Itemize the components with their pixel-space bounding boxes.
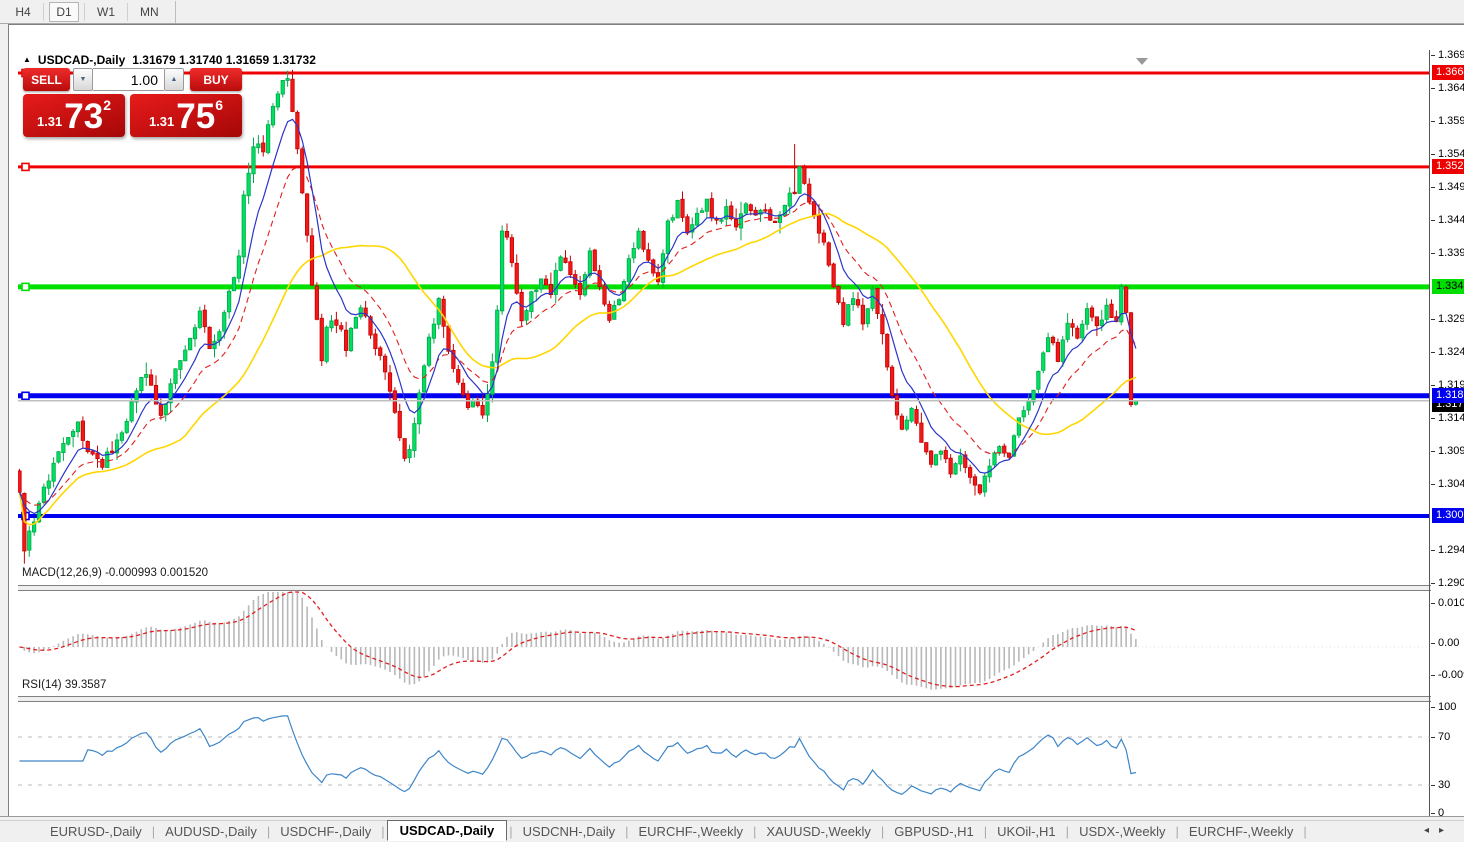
macd-scale-min: -0.009203 bbox=[1431, 668, 1464, 682]
ma-medium-line bbox=[19, 166, 1137, 506]
toolbar-separator bbox=[43, 2, 44, 21]
rsi-scale-70: 70 bbox=[1431, 730, 1450, 744]
tab-separator: | bbox=[151, 824, 156, 839]
macd-scale-zero: 0.00 bbox=[1431, 636, 1459, 650]
tab-separator: | bbox=[983, 824, 988, 839]
buy-button[interactable]: BUY bbox=[190, 68, 242, 91]
price-tick-label: 1.29000 bbox=[1431, 576, 1464, 590]
tab-separator: | bbox=[625, 824, 629, 839]
toolbar-separator bbox=[174, 0, 176, 23]
chart-tab-usdchf-daily[interactable]: USDCHF-,Daily bbox=[280, 824, 372, 839]
rsi-scale-0: 0 bbox=[1431, 806, 1444, 820]
toolbar-separator bbox=[84, 2, 85, 21]
macd-histogram bbox=[23, 592, 1137, 690]
tab-separator: | bbox=[266, 824, 271, 839]
tab-separator: | bbox=[1175, 824, 1179, 839]
timeframe-button-d1[interactable]: D1 bbox=[49, 1, 79, 22]
price-tick-label: 1.31470 bbox=[1431, 411, 1464, 425]
price-tick-label: 1.35930 bbox=[1431, 114, 1464, 128]
tab-separator: | bbox=[880, 824, 885, 839]
level-price-tag: 1.33439 bbox=[1432, 278, 1464, 294]
level-price-tag: 1.31806 bbox=[1432, 387, 1464, 403]
tab-separator: | bbox=[1303, 824, 1307, 839]
chart-title: ▲ USDCAD-,Daily 1.31679 1.31740 1.31659 … bbox=[23, 53, 316, 67]
rsi-label: RSI(14) 39.3587 bbox=[22, 679, 107, 691]
timeframe-button-h4[interactable]: H4 bbox=[15, 4, 31, 19]
symbol-label: USDCAD-,Daily bbox=[37, 53, 126, 67]
ma-fast-line bbox=[18, 118, 1137, 515]
price-tick-label: 1.36420 bbox=[1431, 81, 1464, 95]
tab-scroll-left-icon[interactable]: ◂ bbox=[1423, 825, 1439, 836]
timeframe-button-w1[interactable]: W1 bbox=[97, 4, 115, 19]
chart-tab-eurchf-weekly[interactable]: EURCHF-,Weekly bbox=[1188, 824, 1294, 839]
chart-tab-usdcnh-daily[interactable]: USDCNH-,Daily bbox=[522, 824, 616, 839]
horizontal-level-lines[interactable] bbox=[18, 68, 1430, 521]
macd-signal-line bbox=[19, 591, 1137, 688]
price-tick-label: 1.36920 bbox=[1431, 48, 1464, 62]
rsi-scale-30: 30 bbox=[1431, 778, 1450, 792]
tab-scroll-right-icon[interactable]: ▸ bbox=[1438, 825, 1454, 836]
ohlc-values: 1.31679 1.31740 1.31659 1.31732 bbox=[132, 53, 316, 67]
sell-price-box[interactable]: 1.31 73 2 bbox=[23, 94, 125, 137]
price-chart[interactable] bbox=[18, 50, 1431, 823]
candles bbox=[18, 69, 1138, 564]
level-price-tag: 1.35237 bbox=[1432, 158, 1464, 174]
tabbar-divider bbox=[0, 816, 1464, 820]
price-tick-label: 1.32960 bbox=[1431, 312, 1464, 326]
chart-tab-usdcad-daily[interactable]: USDCAD-,Daily bbox=[386, 819, 508, 841]
price-tick-label: 1.35430 bbox=[1431, 147, 1464, 161]
macd-label: MACD(12,26,9) -0.000993 0.001520 bbox=[22, 567, 209, 579]
price-tick-label: 1.29490 bbox=[1431, 543, 1464, 557]
tab-separator: | bbox=[1065, 824, 1070, 839]
price-axis[interactable]: 1.36920 1.36420 1.35930 1.35430 1.34940 1.344… bbox=[1431, 48, 1464, 823]
tab-separator: | bbox=[509, 824, 513, 839]
chart-tab-audusd-daily[interactable]: AUDUSD-,Daily bbox=[165, 824, 257, 839]
chart-tab-usdx-weekly[interactable]: USDX-,Weekly bbox=[1079, 824, 1166, 839]
level-price-tag: 1.30004 bbox=[1432, 508, 1464, 524]
volume-stepper: ▼ ▲ bbox=[73, 68, 187, 91]
ma-slow-line bbox=[18, 212, 1137, 526]
volume-increase-button[interactable]: ▲ bbox=[164, 68, 184, 91]
chart-shift-marker-icon[interactable] bbox=[1136, 58, 1148, 65]
sell-button[interactable]: SELL bbox=[23, 68, 70, 91]
price-tick-label: 1.33950 bbox=[1431, 246, 1464, 260]
price-tick-label: 1.34940 bbox=[1431, 180, 1464, 194]
rsi-scale-100: 100 bbox=[1431, 700, 1456, 714]
tab-separator: | bbox=[381, 824, 385, 839]
toolbar-separator bbox=[127, 2, 128, 21]
price-tick-label: 1.30980 bbox=[1431, 444, 1464, 458]
chart-tab-gbpusd-h1[interactable]: GBPUSD-,H1 bbox=[894, 824, 974, 839]
rsi-line bbox=[19, 715, 1137, 795]
timeframe-button-mn[interactable]: MN bbox=[140, 4, 159, 19]
chart-window: ▲ USDCAD-,Daily 1.31679 1.31740 1.31659 … bbox=[4, 24, 1464, 841]
one-click-trading-panel: SELL ▼ ▲ BUY 1.31 73 2 1.31 75 6 bbox=[23, 68, 242, 137]
tab-separator: | bbox=[753, 824, 757, 839]
price-tick-label: 1.34440 bbox=[1431, 213, 1464, 227]
buy-price-box[interactable]: 1.31 75 6 bbox=[130, 94, 242, 137]
price-tick-label: 1.30480 bbox=[1431, 477, 1464, 491]
chart-tab-eurchf-weekly[interactable]: EURCHF-,Weekly bbox=[638, 824, 744, 839]
chart-tab-eurusd-daily[interactable]: EURUSD-,Daily bbox=[50, 824, 142, 839]
volume-input[interactable] bbox=[93, 68, 164, 91]
chart-tab-bar: EURUSD-,Daily | AUDUSD-,Daily | USDCHF-,Dail… bbox=[0, 819, 1464, 842]
price-tick-label: 1.32460 bbox=[1431, 345, 1464, 359]
one-click-collapse-icon[interactable]: ▲ bbox=[23, 54, 31, 64]
level-price-tag: 1.36645 bbox=[1432, 65, 1464, 80]
volume-decrease-button[interactable]: ▼ bbox=[73, 68, 93, 91]
macd-scale-max: 0.010311 bbox=[1431, 596, 1464, 610]
tab-scroll-arrows[interactable]: ◂▸ bbox=[1424, 825, 1454, 836]
chart-tab-xauusd-weekly[interactable]: XAUUSD-,Weekly bbox=[766, 824, 871, 839]
timeframe-toolbar: H4 D1 W1 MN bbox=[0, 0, 1464, 24]
chart-tab-ukoil-h1[interactable]: UKOil-,H1 bbox=[997, 824, 1056, 839]
